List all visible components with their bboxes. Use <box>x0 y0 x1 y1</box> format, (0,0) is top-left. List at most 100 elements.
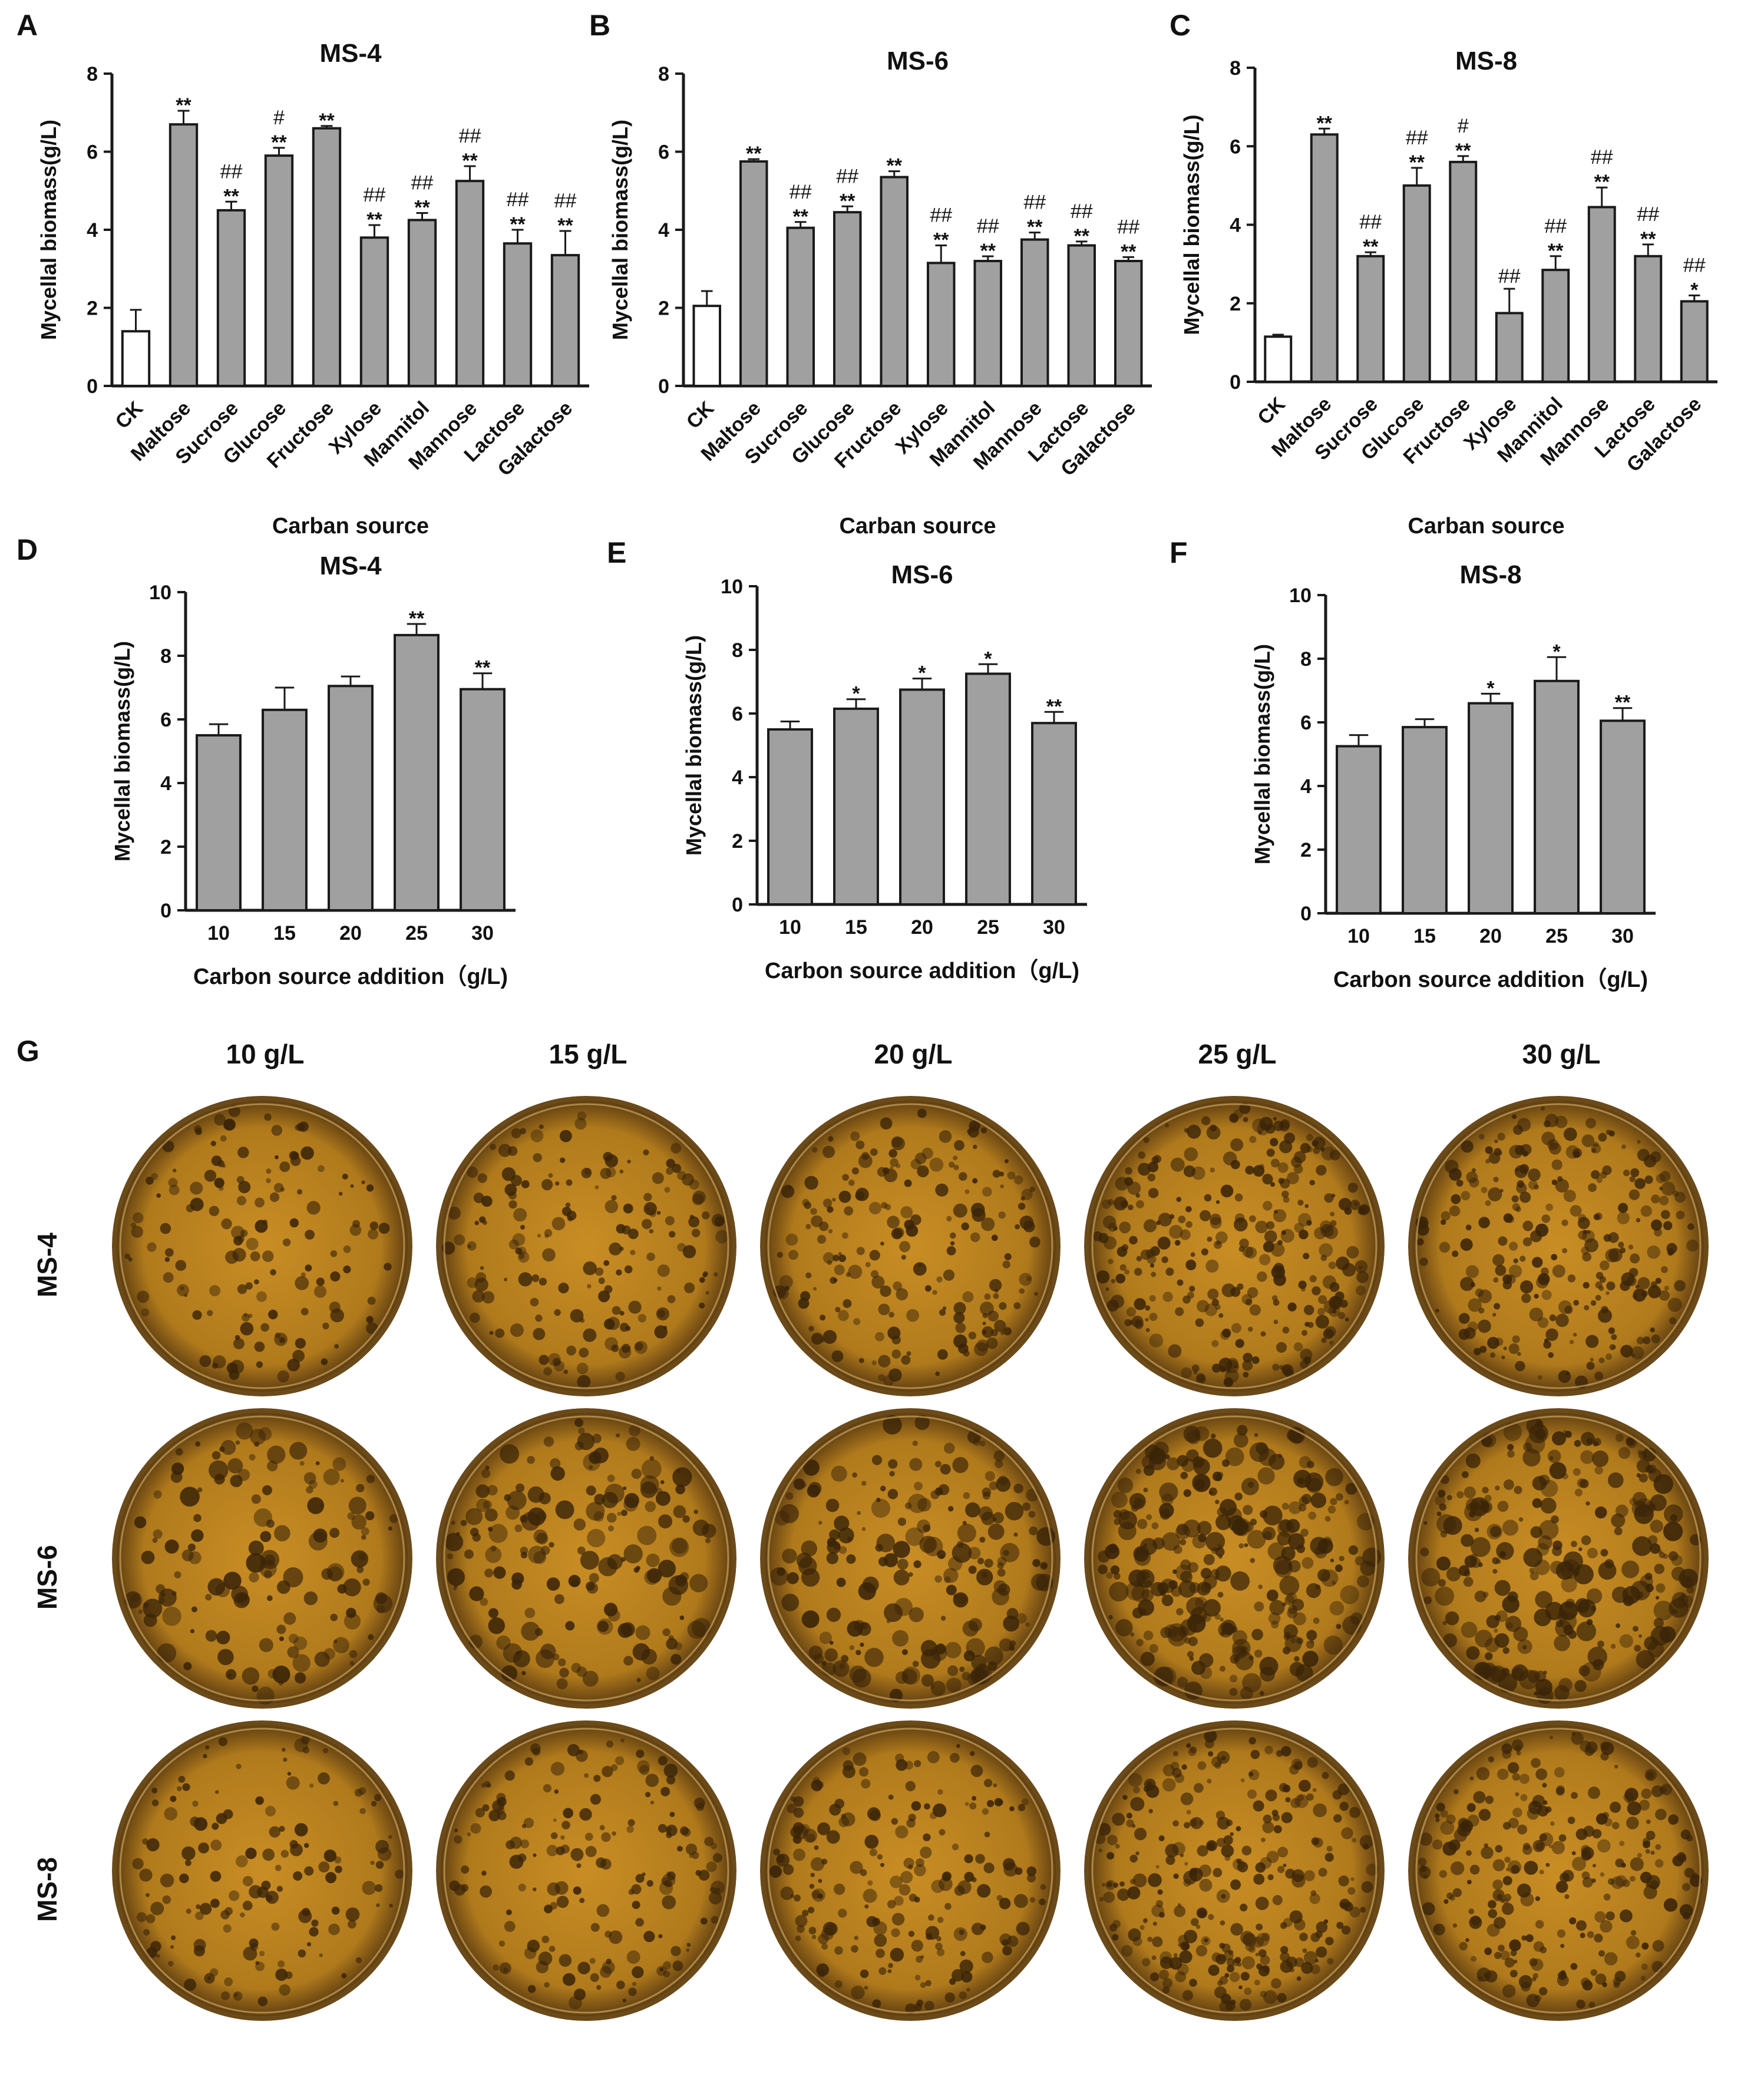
x-tick-label-e-3: 25 <box>977 916 999 939</box>
bar-b-5 <box>926 262 956 387</box>
y-tick-label-e: 0 <box>732 894 743 916</box>
significance-hash-a-2: ## <box>220 160 243 183</box>
significance-star-b-7: ** <box>1027 216 1043 239</box>
x-tick-label-f-3: 25 <box>1545 925 1568 947</box>
significance-star-d-4: ** <box>475 657 491 679</box>
bar-e-4 <box>1031 722 1077 906</box>
bar-f-0 <box>1336 745 1382 914</box>
x-tick-label-a-0: CK <box>111 397 148 433</box>
x-tick-label-e-0: 10 <box>779 916 801 939</box>
y-tick-label-b: 0 <box>658 375 669 398</box>
significance-hash-a-8: ## <box>507 189 529 211</box>
x-axis-label-f: Carbon source addition（g/L) <box>1333 967 1648 992</box>
bar-f-2 <box>1468 702 1514 914</box>
bar-e-2 <box>899 688 945 906</box>
significance-hash-c-6: ## <box>1544 215 1567 237</box>
panel-letter-a: A <box>16 9 38 42</box>
y-tick-label-c: 4 <box>1230 214 1241 237</box>
bar-f-3 <box>1534 679 1580 915</box>
x-tick-label-f-2: 20 <box>1479 925 1502 947</box>
significance-star-c-3: ** <box>1409 151 1425 174</box>
significance-star-c-2: ** <box>1363 236 1379 258</box>
significance-hash-a-5: ## <box>364 184 386 206</box>
culture-dish-photo <box>112 1096 412 1396</box>
culture-dish-photo <box>436 1096 736 1396</box>
bar-c-2 <box>1356 255 1385 383</box>
bar-d-0 <box>196 734 242 911</box>
x-axis-label-e: Carbon source addition（g/L) <box>765 959 1079 983</box>
x-axis-label-a: Carban source <box>272 514 429 539</box>
bar-c-1 <box>1310 133 1339 383</box>
significance-star-a-2: ** <box>223 185 239 207</box>
significance-star-b-8: ** <box>1074 225 1090 247</box>
bar-a-9 <box>550 254 580 387</box>
significance-star-b-5: ** <box>933 229 949 252</box>
y-tick-label-f: 2 <box>1300 839 1312 861</box>
bar-f-1 <box>1402 726 1448 914</box>
chart-title-d: MS-4 <box>319 551 382 580</box>
x-tick-label-c-0: CK <box>1253 392 1290 429</box>
significance-hash-b-9: ## <box>1117 216 1139 238</box>
bar-c-4 <box>1449 160 1478 383</box>
bar-d-1 <box>262 708 308 912</box>
significance-star-f-3: * <box>1552 640 1561 663</box>
y-tick-label-c: 2 <box>1230 293 1241 315</box>
bar-a-2 <box>216 209 246 387</box>
bar-e-0 <box>767 728 813 906</box>
significance-star-c-1: ** <box>1317 112 1333 134</box>
chart-title-c: MS-8 <box>1455 47 1517 75</box>
significance-star-e-1: * <box>852 683 860 705</box>
significance-hash-b-6: ## <box>977 215 999 237</box>
x-tick-label-e-4: 30 <box>1043 916 1065 939</box>
bar-b-6 <box>973 260 1003 387</box>
column-header-10: 10 g/L <box>226 1039 305 1069</box>
chart-title-b: MS-6 <box>887 47 949 75</box>
significance-star-f-2: * <box>1486 677 1495 699</box>
column-header-25: 25 g/L <box>1198 1039 1277 1069</box>
bar-d-4 <box>460 688 506 911</box>
y-axis-label-b: Mycellal biomass(g/L) <box>608 120 632 340</box>
bar-a-3 <box>264 154 294 387</box>
x-axis-label-d: Carbon source addition（g/L) <box>193 965 508 989</box>
bar-a-7 <box>455 180 485 387</box>
y-tick-label-a: 6 <box>87 141 98 164</box>
significance-star-a-1: ** <box>176 94 191 117</box>
culture-dish-photo <box>760 1720 1061 2021</box>
row-header-ms4: MS-4 <box>32 1233 62 1297</box>
culture-dish-photo <box>1408 1720 1709 2021</box>
significance-hash-b-2: ## <box>789 181 812 203</box>
y-tick-label-c: 8 <box>1230 57 1241 80</box>
significance-star-b-6: ** <box>980 240 996 262</box>
culture-dish-photo <box>1084 1408 1385 1709</box>
x-tick-label-f-0: 10 <box>1347 925 1370 947</box>
column-header-15: 15 g/L <box>549 1039 627 1069</box>
y-tick-label-d: 10 <box>149 582 171 604</box>
culture-dish-photo <box>1084 1096 1385 1396</box>
significance-star-a-6: ** <box>414 197 430 219</box>
significance-star-b-1: ** <box>746 143 762 165</box>
y-tick-label-e: 10 <box>721 576 743 598</box>
y-axis-label-a: Mycellal biomass(g/L) <box>37 120 61 340</box>
significance-star-a-9: ** <box>557 214 573 237</box>
y-tick-label-b: 8 <box>658 63 669 85</box>
y-tick-label-f: 6 <box>1300 712 1312 734</box>
significance-star-d-3: ** <box>409 607 425 630</box>
chart-title-e: MS-6 <box>891 560 953 589</box>
x-tick-label-e-1: 15 <box>845 916 867 939</box>
y-tick-label-a: 0 <box>87 375 98 398</box>
significance-hash-c-8: ## <box>1637 203 1659 226</box>
y-tick-label-e: 2 <box>732 830 743 853</box>
culture-dish-photo <box>436 1720 736 2021</box>
y-tick-label-d: 8 <box>160 645 171 668</box>
x-tick-label-d-4: 30 <box>471 922 494 944</box>
x-axis-label-b: Carban source <box>839 514 996 539</box>
bar-b-4 <box>880 176 909 387</box>
x-tick-label-e-2: 20 <box>911 916 933 939</box>
significance-hash-c-5: ## <box>1498 265 1521 288</box>
y-axis-label-e: Mycellal biomass(g/L) <box>682 635 706 856</box>
culture-dish-photo <box>760 1096 1061 1396</box>
significance-hash-c-4: # <box>1458 115 1469 137</box>
x-tick-label-f-1: 15 <box>1413 925 1436 947</box>
bar-b-8 <box>1067 244 1096 387</box>
y-tick-label-a: 4 <box>87 219 98 242</box>
